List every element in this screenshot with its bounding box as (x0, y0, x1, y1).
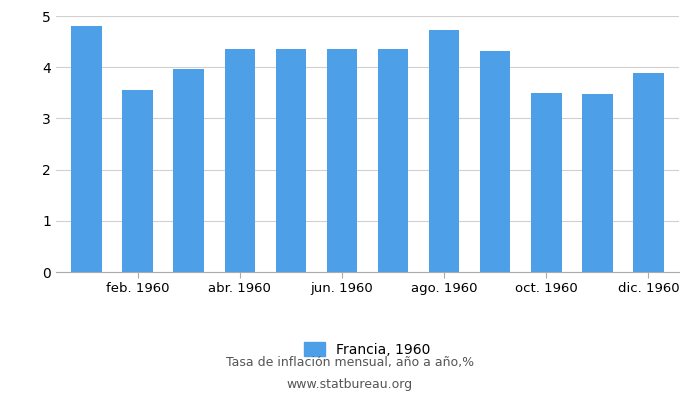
Bar (429, 30, 459, 272)
Bar (225, 49, 256, 272)
Legend: Francia, 1960: Francia, 1960 (299, 336, 436, 362)
Bar (480, 51, 510, 272)
Bar (174, 69, 204, 272)
Bar (122, 90, 153, 272)
Bar (276, 49, 306, 272)
Bar (71, 26, 102, 272)
Bar (531, 93, 561, 272)
Bar (378, 49, 408, 272)
Text: www.statbureau.org: www.statbureau.org (287, 378, 413, 391)
Bar (582, 94, 612, 272)
Bar (327, 49, 357, 272)
Bar (633, 73, 664, 272)
Text: Tasa de inflación mensual, año a año,%: Tasa de inflación mensual, año a año,% (226, 356, 474, 369)
